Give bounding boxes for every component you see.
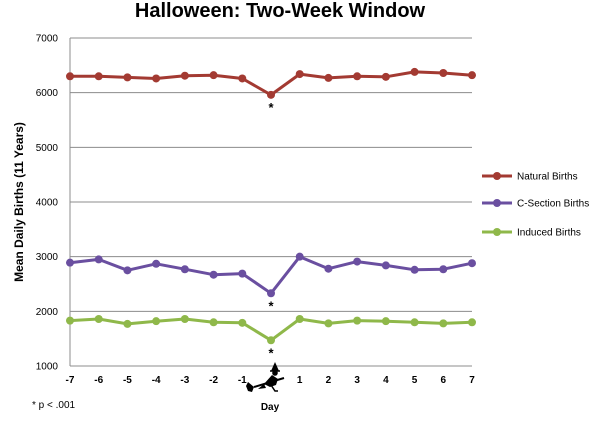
chart-title: Halloween: Two-Week Window: [135, 0, 426, 22]
data-point: [295, 252, 304, 261]
data-point: [123, 73, 132, 82]
data-point: [209, 318, 218, 327]
y-tick-label: 3000: [36, 252, 59, 263]
data-point: [66, 316, 74, 325]
witch-on-broom-icon: [246, 362, 285, 392]
x-tick-label: -6: [94, 375, 103, 386]
data-point: [439, 265, 448, 274]
tick-labels: 1000 2000 3000 4000 5000 6000 7000 -7 -6 -5 -4 -3 -2…: [36, 34, 475, 387]
data-point: [180, 71, 189, 80]
y-tick-label: 6000: [36, 88, 59, 99]
data-point: [152, 259, 161, 268]
legend-swatch-marker: [493, 228, 501, 236]
data-point: [267, 336, 275, 345]
data-point: [238, 74, 247, 83]
y-tick-label: 4000: [36, 198, 59, 209]
legend-label: Natural Births: [517, 172, 578, 183]
x-tick-label: -2: [209, 375, 218, 386]
data-point: [94, 72, 103, 81]
data-point: [295, 70, 304, 79]
x-tick-label: -4: [152, 375, 161, 386]
x-tick-label: 3: [354, 375, 360, 386]
data-point: [66, 258, 74, 267]
data-point: [410, 318, 419, 327]
data-point: [353, 257, 362, 266]
x-tick-label: 2: [326, 375, 332, 386]
data-point: [353, 316, 362, 325]
data-point: [180, 314, 189, 323]
x-tick-label: -7: [66, 375, 75, 386]
legend-label: C-Section Births: [517, 199, 589, 210]
x-tick-label: -1: [238, 375, 247, 386]
y-tick-label: 7000: [36, 34, 59, 45]
legend-swatch-marker: [493, 172, 501, 180]
significance-annotations: * * *: [268, 100, 274, 360]
series-markers: [66, 67, 476, 345]
data-point: [410, 265, 419, 274]
y-tick-label: 5000: [36, 143, 59, 154]
significance-asterisk: *: [268, 100, 274, 115]
data-point: [468, 71, 476, 80]
data-point: [468, 318, 476, 327]
x-tick-label: 1: [297, 375, 303, 386]
x-tick-label: -3: [180, 375, 189, 386]
legend-swatch-marker: [493, 199, 501, 207]
data-point: [152, 74, 161, 83]
data-point: [238, 269, 247, 278]
legend: Natural Births C-Section Births Induced Bi…: [482, 172, 589, 239]
data-point: [439, 319, 448, 328]
x-tick-label: 4: [383, 375, 389, 386]
data-point: [324, 319, 333, 328]
data-point: [381, 72, 390, 81]
footnote: * p < .001: [32, 400, 76, 411]
x-tick-label: 5: [412, 375, 418, 386]
data-point: [180, 265, 189, 274]
significance-asterisk: *: [268, 345, 274, 360]
data-point: [410, 67, 419, 76]
data-point: [209, 270, 218, 279]
y-tick-label: 1000: [36, 362, 59, 373]
data-point: [94, 314, 103, 323]
data-point: [267, 289, 275, 298]
x-tick-label: 7: [469, 375, 475, 386]
data-point: [324, 73, 333, 82]
y-axis-title: Mean Daily Births (11 Years): [12, 122, 26, 282]
significance-asterisk: *: [268, 298, 274, 313]
grid: [70, 37, 472, 367]
data-point: [381, 317, 390, 326]
data-point: [66, 72, 74, 81]
data-point: [238, 318, 247, 327]
legend-label: Induced Births: [517, 228, 581, 239]
data-point: [209, 71, 218, 80]
data-point: [267, 90, 275, 99]
x-tick-label: -5: [123, 375, 132, 386]
data-point: [152, 317, 161, 326]
data-point: [94, 255, 103, 264]
data-point: [123, 319, 132, 328]
data-point: [381, 261, 390, 270]
data-point: [123, 266, 132, 275]
data-point: [468, 259, 476, 268]
data-point: [353, 72, 362, 81]
series-line: [69, 255, 473, 295]
data-point: [439, 68, 448, 77]
x-tick-label: 6: [441, 375, 447, 386]
y-tick-label: 2000: [36, 307, 59, 318]
data-point: [295, 314, 304, 323]
data-point: [324, 264, 333, 273]
x-axis-title: Day: [261, 402, 280, 413]
